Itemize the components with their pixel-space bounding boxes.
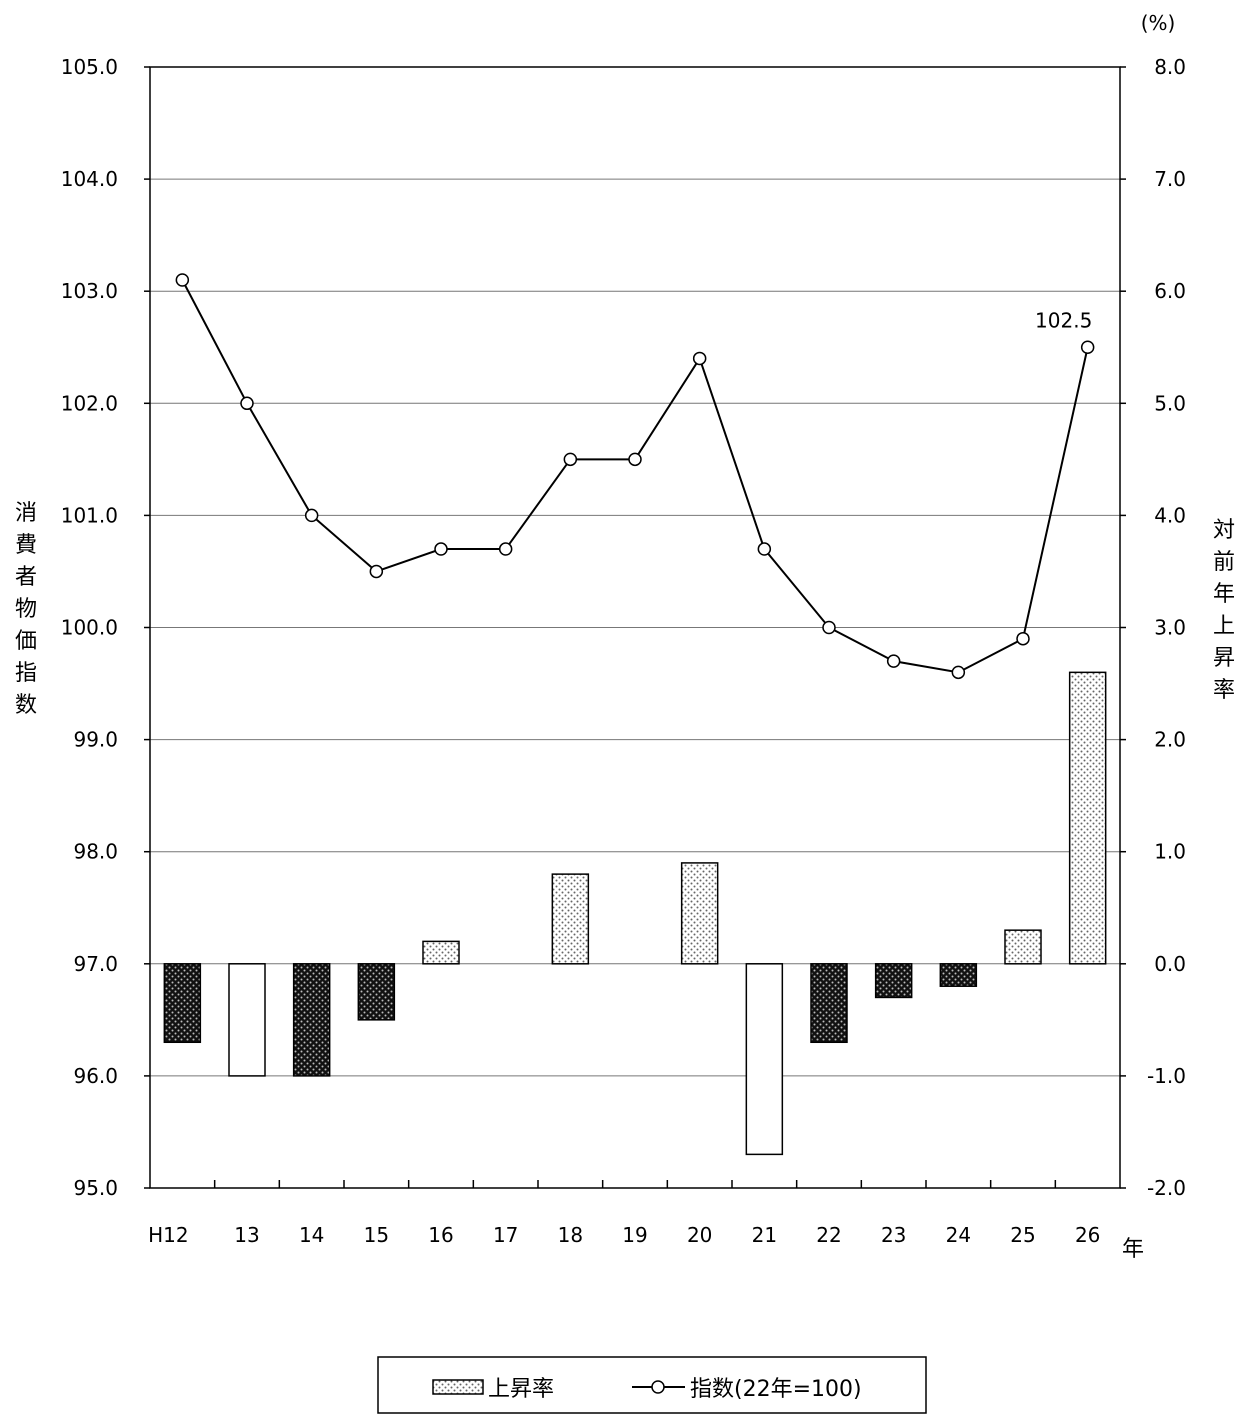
right-axis-label-char: 上 xyxy=(1213,614,1235,639)
left-axis-label-char: 費 xyxy=(15,533,37,558)
right-axis-label-char: 年 xyxy=(1213,582,1235,607)
bar-18 xyxy=(551,873,590,965)
bar-series xyxy=(163,671,1107,1156)
left-tick-label: 100.0 xyxy=(61,616,118,640)
index-point-14 xyxy=(304,508,319,523)
left-axis-label-char: 者 xyxy=(15,565,37,590)
x-tick-label: 23 xyxy=(881,1223,906,1247)
bar-26 xyxy=(1068,671,1107,965)
legend-bar-label: 上昇率 xyxy=(488,1377,554,1402)
index-point-22 xyxy=(822,620,836,635)
x-tick-label: 15 xyxy=(364,1223,389,1247)
x-tick-label: 21 xyxy=(752,1223,777,1247)
index-point-H12 xyxy=(175,273,190,287)
index-point-13 xyxy=(240,396,254,411)
left-axis-label-char: 価 xyxy=(15,629,37,654)
right-unit-label: (%) xyxy=(1141,11,1176,35)
x-tick-label: 14 xyxy=(299,1223,324,1247)
bar-24 xyxy=(939,963,978,987)
bar-22 xyxy=(810,963,848,1044)
left-tick-label: 96.0 xyxy=(73,1064,118,1088)
right-tick-label: 7.0 xyxy=(1154,167,1186,191)
index-point-25 xyxy=(1016,631,1030,646)
x-tick-label: 20 xyxy=(687,1223,712,1247)
x-tick-label: H12 xyxy=(148,1223,189,1247)
right-tick-label: 4.0 xyxy=(1154,503,1186,527)
index-point-20 xyxy=(692,351,707,366)
x-unit-label: 年 xyxy=(1122,1237,1144,1262)
legend-bar-swatch xyxy=(432,1379,484,1395)
left-tick-label: 99.0 xyxy=(73,728,118,752)
index-point-23 xyxy=(886,654,901,668)
right-axis-label-char: 率 xyxy=(1213,678,1235,703)
index-point-17 xyxy=(498,542,513,556)
plot-frame xyxy=(144,66,1126,1189)
legend-marker-swatch xyxy=(651,1380,665,1394)
left-tick-label: 101.0 xyxy=(61,503,118,527)
right-tick-label: -1.0 xyxy=(1147,1064,1186,1088)
left-axis-label-char: 指 xyxy=(15,661,37,686)
bar-15 xyxy=(357,963,396,1021)
index-point-19 xyxy=(628,452,642,467)
bar-14 xyxy=(292,963,331,1077)
index-point-26 xyxy=(1080,340,1095,354)
x-tick-label: 22 xyxy=(816,1223,841,1247)
index-point-21 xyxy=(757,542,772,556)
left-axis-label-char: 物 xyxy=(15,597,37,622)
left-tick-label: 105.0 xyxy=(61,55,118,79)
x-tick-label: 17 xyxy=(493,1223,518,1247)
x-tick-label: 24 xyxy=(946,1223,971,1247)
left-tick-label: 95.0 xyxy=(73,1176,118,1200)
right-tick-label: 2.0 xyxy=(1154,728,1186,752)
tick-labels: 105.0 104.0 103.0 102.0 101.0 100.0 99.0 98.0 97… xyxy=(61,11,1186,1262)
bar-25 xyxy=(1004,929,1042,965)
left-tick-label: 104.0 xyxy=(61,167,118,191)
x-tick-label: 13 xyxy=(234,1223,259,1247)
x-tick-label: 19 xyxy=(622,1223,647,1247)
index-point-24 xyxy=(951,665,966,680)
bar-21 xyxy=(745,963,784,1156)
right-tick-label: 0.0 xyxy=(1154,952,1186,976)
left-tick-label: 102.0 xyxy=(61,391,118,415)
right-axis-label-char: 対 xyxy=(1213,518,1235,543)
left-tick-label: 97.0 xyxy=(73,952,118,976)
legend-line-label: 指数(22年=100) xyxy=(690,1377,862,1402)
left-axis-label-char: 数 xyxy=(15,693,37,718)
left-tick-label: 98.0 xyxy=(73,840,118,864)
right-tick-label: 5.0 xyxy=(1154,391,1186,415)
right-tick-label: -2.0 xyxy=(1147,1176,1186,1200)
right-tick-label: 6.0 xyxy=(1154,279,1186,303)
x-tick-label: 16 xyxy=(428,1223,453,1247)
left-tick-label: 103.0 xyxy=(61,279,118,303)
index-point-16 xyxy=(434,542,448,556)
x-tick-label: 26 xyxy=(1075,1223,1100,1247)
bar-20 xyxy=(680,862,719,965)
bar-16 xyxy=(422,940,460,965)
legend: 上昇率 指数(22年=100) xyxy=(377,1356,927,1414)
left-axis-label-char: 消 xyxy=(15,501,37,526)
right-tick-label: 8.0 xyxy=(1154,55,1186,79)
x-tick-label: 25 xyxy=(1010,1223,1035,1247)
index-point-18 xyxy=(563,452,578,467)
index-line xyxy=(181,279,1089,674)
data-label-26: 102.5 xyxy=(1035,308,1092,332)
right-tick-label: 1.0 xyxy=(1154,840,1186,864)
right-axis-label-char: 前 xyxy=(1213,550,1235,575)
index-point-15 xyxy=(369,564,384,579)
line-series: 102.5 xyxy=(175,273,1095,680)
bar-H12 xyxy=(163,963,202,1044)
bar-23 xyxy=(874,963,913,999)
bar-13 xyxy=(228,963,266,1077)
right-tick-label: 3.0 xyxy=(1154,616,1186,640)
x-tick-label: 18 xyxy=(558,1223,583,1247)
right-axis-label-char: 昇 xyxy=(1213,646,1235,671)
